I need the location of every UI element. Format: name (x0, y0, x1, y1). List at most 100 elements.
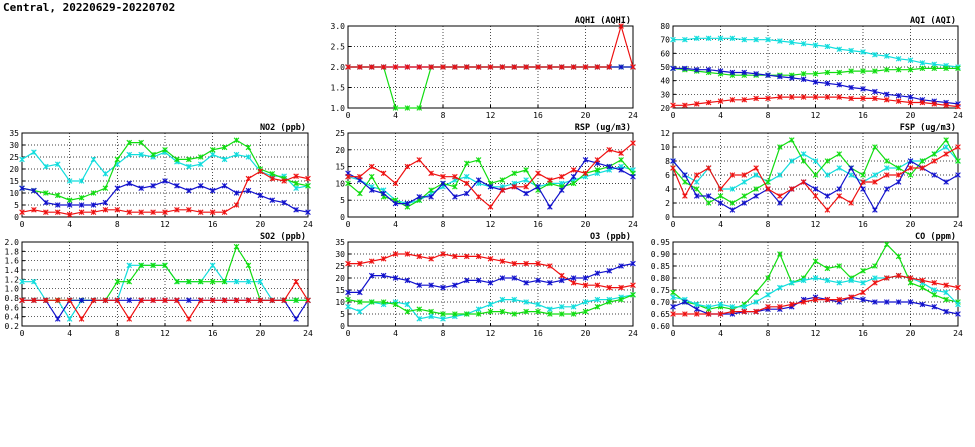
co-point-cyan (812, 275, 819, 281)
aqhi-ytick-label: 3.0 (331, 22, 346, 31)
o3-point-blue (404, 277, 411, 284)
aqhi-point-red (558, 64, 565, 70)
so2-point-cyan (209, 262, 216, 269)
aqi-point-green (848, 68, 854, 74)
no2-point-blue (281, 199, 287, 206)
aqi-point-green (919, 65, 926, 72)
no2-point-red (162, 209, 168, 215)
no2-point-red (19, 209, 25, 215)
fsp-point-blue (705, 193, 712, 199)
o3-point-green (558, 311, 565, 317)
co-point-red (729, 308, 736, 315)
no2-point-red (305, 175, 311, 182)
fsp-point-green (777, 144, 783, 150)
aqi-point-red (705, 99, 712, 106)
rsp-point-red (558, 173, 565, 180)
fsp-point-red (682, 193, 688, 199)
aqi-point-cyan (693, 35, 700, 42)
aqi-point-cyan (824, 43, 831, 50)
o3-point-red (487, 256, 494, 262)
co-point-green (824, 265, 831, 272)
so2-ytick-label: 1.2 (5, 275, 20, 284)
fsp-point-green (812, 172, 819, 178)
no2-point-cyan (245, 154, 252, 160)
co-point-green (860, 268, 866, 274)
fsp-point-green (693, 186, 700, 192)
aqhi-point-red (452, 64, 458, 70)
so2-point-red (162, 297, 168, 304)
fsp-point-blue (693, 193, 700, 199)
o3-ytick-label: 10 (335, 298, 345, 307)
co-point-red (717, 311, 724, 317)
no2-point-red (66, 211, 73, 218)
fsp-xtick-label: 4 (718, 220, 723, 229)
rsp-point-red (404, 163, 411, 170)
so2-point-cyan (31, 278, 37, 285)
no2-point-red (245, 175, 252, 182)
no2-point-cyan (209, 151, 216, 158)
aqi-point-blue (741, 69, 748, 76)
aqi-point-cyan (765, 36, 771, 43)
fsp-point-cyan (848, 172, 854, 178)
o3-point-green (499, 308, 506, 315)
fsp-ytick-label: 0 (665, 213, 670, 222)
no2-point-cyan (138, 151, 144, 158)
co-point-cyan (670, 294, 676, 300)
no2-xtick-label: 12 (160, 220, 170, 229)
rsp-title: RSP (ug/m3) (575, 123, 631, 133)
fsp-series-red (670, 144, 961, 213)
o3-point-blue (345, 289, 351, 296)
co-ytick-label: 0.95 (651, 238, 670, 247)
rsp-point-blue (523, 190, 529, 197)
co-ytick-label: 0.75 (651, 286, 670, 295)
no2-point-blue (54, 202, 61, 208)
aqhi-point-green (416, 105, 423, 111)
so2-point-red (186, 316, 192, 322)
aqi-point-cyan (800, 40, 807, 47)
co-point-red (931, 280, 938, 286)
aqi-point-blue (848, 84, 854, 91)
no2-xtick-label: 0 (20, 220, 25, 229)
rsp-point-blue (404, 200, 411, 207)
rsp-point-red (511, 183, 518, 190)
o3-point-blue (618, 263, 624, 269)
o3-point-green (345, 296, 351, 303)
aqi-point-blue (670, 65, 676, 72)
co-point-green (883, 241, 890, 248)
fsp-point-blue (860, 186, 866, 192)
fsp-point-red (765, 186, 771, 192)
co-point-red (848, 294, 854, 300)
aqi-point-cyan (682, 36, 688, 43)
o3-point-red (547, 263, 553, 269)
so2-point-red (257, 297, 264, 304)
aqi-point-red (729, 97, 736, 103)
no2-point-blue (138, 185, 144, 191)
co-point-cyan (777, 284, 783, 291)
o3-point-green (392, 301, 399, 308)
so2-point-red (102, 297, 109, 304)
fsp-point-red (895, 172, 902, 178)
aqi-point-cyan (670, 36, 676, 43)
o3-title: O3 (ppb) (590, 232, 631, 242)
o3-xtick-label: 4 (393, 329, 398, 338)
rsp-xtick-label: 12 (486, 220, 496, 229)
so2-point-red (126, 316, 133, 322)
o3-point-cyan (535, 301, 541, 308)
fsp-point-green (955, 158, 961, 164)
rsp-point-blue (440, 180, 446, 187)
so2-point-red (31, 297, 37, 304)
so2-title: SO2 (ppb) (260, 232, 306, 242)
rsp-point-blue (582, 157, 589, 163)
o3-point-red (452, 253, 458, 260)
no2-series-blue (19, 178, 311, 215)
rsp-point-blue (392, 200, 399, 207)
so2-xtick-label: 8 (115, 329, 120, 338)
fsp-ytick-label: 12 (660, 129, 670, 138)
o3-point-blue (452, 282, 458, 288)
co-xtick-label: 24 (953, 329, 963, 338)
so2-xtick-label: 20 (256, 329, 266, 338)
fsp-xtick-label: 20 (906, 220, 916, 229)
aqi-point-red (919, 99, 926, 106)
so2-point-green (114, 278, 121, 285)
fsp-point-blue (955, 172, 961, 178)
